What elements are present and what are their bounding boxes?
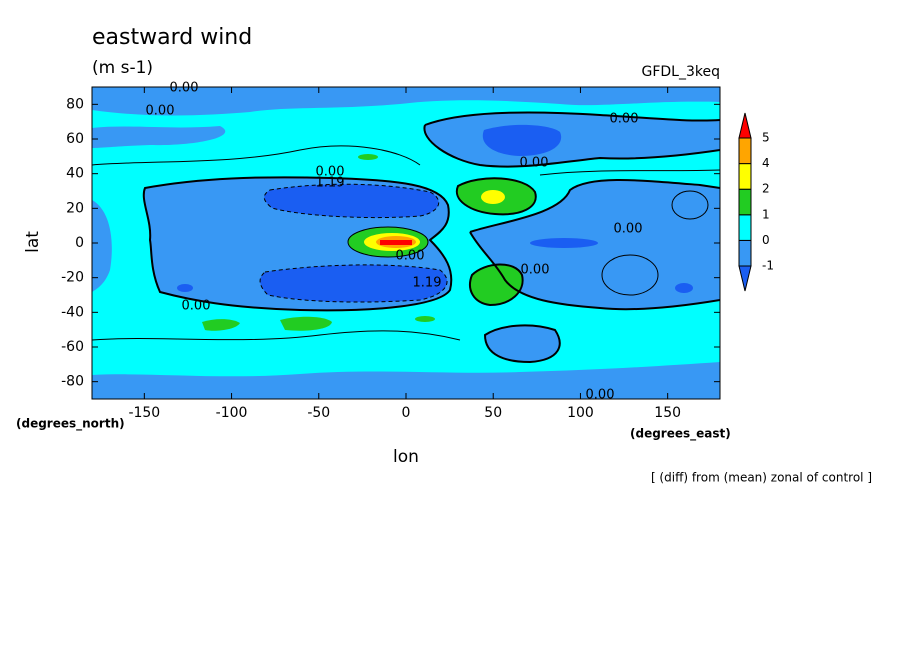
contour-line	[671, 190, 709, 220]
chart-title: eastward wind	[92, 25, 252, 50]
y-tick-label: -20	[61, 270, 84, 286]
contour-label: 1.19	[316, 176, 345, 191]
colorbar-label: 4	[762, 156, 770, 170]
colorbar-label: -1	[762, 259, 774, 273]
contour-line	[259, 264, 448, 303]
y-tick-label: 20	[66, 200, 84, 216]
contour-line	[469, 263, 524, 307]
x-tick-label: 150	[654, 405, 681, 421]
contour-label: 0.00	[146, 104, 175, 119]
x-units: (degrees_east)	[630, 427, 731, 442]
contour-label: 0.00	[520, 156, 549, 171]
region	[485, 325, 560, 362]
colorbar-box	[738, 239, 752, 267]
region	[380, 240, 412, 245]
y-tick-label: -40	[61, 304, 84, 320]
region	[482, 124, 562, 156]
dataset-label: GFDL_3keq	[642, 64, 721, 80]
x-tick-label: 100	[567, 405, 594, 421]
contour-line	[142, 176, 453, 312]
region	[675, 283, 693, 293]
region	[470, 264, 523, 305]
y-axis-label: lat	[23, 231, 43, 253]
colorbar-box	[738, 137, 752, 165]
contour-line	[483, 324, 561, 364]
y-tick-label: -60	[61, 339, 84, 355]
contour-line	[92, 330, 461, 341]
colorbar-label: 5	[762, 131, 770, 145]
x-tick-label: -150	[128, 405, 160, 421]
contour-label: 0.00	[586, 388, 615, 403]
contour-label: 0.00	[521, 263, 550, 278]
contour-label: 0.00	[316, 165, 345, 180]
region	[358, 154, 378, 160]
x-tick-label: -50	[307, 405, 330, 421]
region	[177, 284, 193, 292]
colorbar-label: 0	[762, 233, 770, 247]
x-tick-label: -100	[216, 405, 248, 421]
colorbar-label: 2	[762, 182, 770, 196]
contour-line	[469, 179, 720, 311]
y-tick-label: 60	[66, 131, 84, 147]
contour-label: 0.00	[396, 249, 425, 264]
y-tick-label: -80	[61, 374, 84, 390]
region	[530, 238, 598, 248]
region	[202, 319, 240, 331]
region	[92, 126, 226, 148]
region	[92, 200, 112, 292]
chart-subtitle: (m s-1)	[92, 58, 153, 78]
y-tick-label: 40	[66, 166, 84, 182]
y-tick-label: 0	[75, 235, 84, 251]
contour-line	[601, 254, 659, 296]
x-tick-label: 0	[402, 405, 411, 421]
region	[280, 316, 332, 331]
contour-line	[455, 177, 537, 216]
contour-line	[423, 111, 720, 168]
region	[415, 316, 435, 322]
contour-line	[347, 226, 429, 258]
contour-label: 0.00	[182, 299, 211, 314]
contour-label: 0.00	[170, 81, 199, 96]
colorbar-box	[738, 214, 752, 241]
region	[92, 362, 720, 399]
contour-label: 0.00	[610, 112, 639, 127]
region	[424, 112, 720, 167]
contour-field	[92, 87, 720, 399]
contour-line	[92, 145, 720, 176]
colorbar-box	[738, 188, 752, 216]
region	[481, 190, 505, 204]
x-axis-label: lon	[393, 447, 419, 467]
region	[92, 87, 720, 116]
contour-label: 1.19	[413, 276, 442, 291]
contour-line	[263, 183, 440, 219]
colorbar-arrow	[738, 112, 752, 139]
colorbar-box	[738, 163, 752, 190]
y-tick-label: 80	[66, 96, 84, 112]
colorbar-arrow	[738, 265, 752, 292]
colorbar-label: 1	[762, 207, 770, 221]
x-tick-label: 50	[484, 405, 502, 421]
contour-label: 0.00	[614, 222, 643, 237]
y-units: (degrees_north)	[16, 417, 125, 432]
footnote: [ (diff) from (mean) zonal of control ]	[651, 471, 872, 485]
region	[264, 184, 439, 218]
region	[260, 264, 448, 303]
